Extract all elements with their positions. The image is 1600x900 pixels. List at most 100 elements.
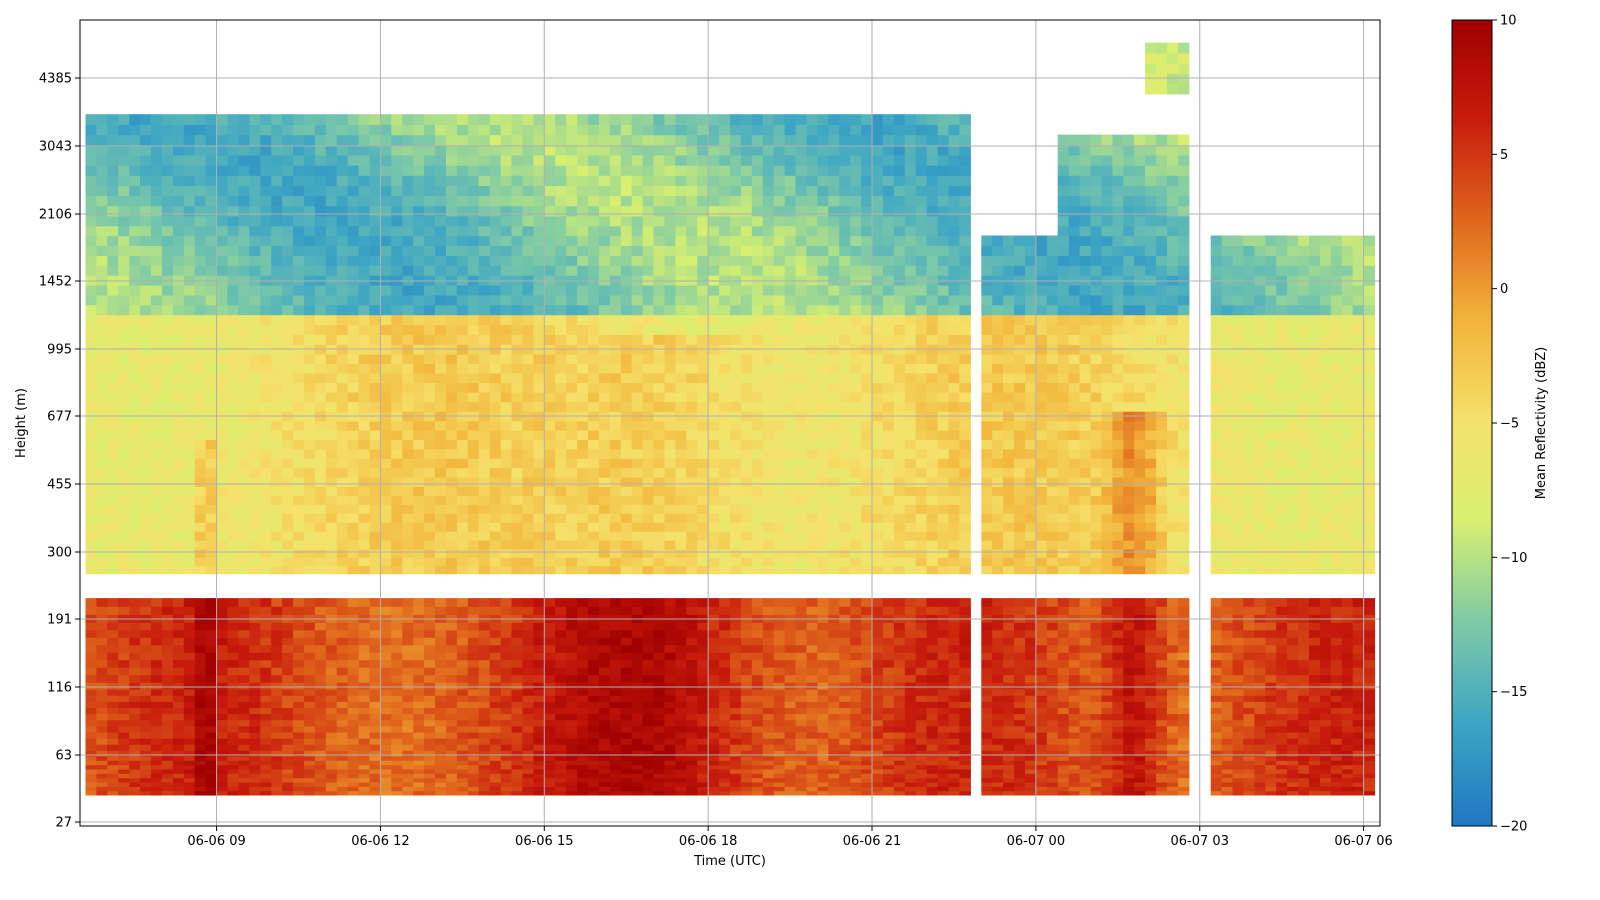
heatmap-cell <box>1156 682 1168 690</box>
heatmap-cell <box>566 531 578 541</box>
heatmap-cell <box>413 707 425 715</box>
heatmap-cell <box>730 764 742 770</box>
heatmap-cell <box>347 644 360 653</box>
heatmap-cell <box>762 667 775 676</box>
heatmap-cell <box>795 513 807 523</box>
heatmap-cell <box>893 786 906 792</box>
heatmap-cell <box>664 504 676 514</box>
heatmap-cell <box>1177 674 1190 683</box>
heatmap-cell <box>1298 777 1310 783</box>
heatmap-cell <box>402 486 414 496</box>
heatmap-cell <box>260 557 272 567</box>
heatmap-cell <box>577 606 589 615</box>
heatmap-cell <box>653 689 665 696</box>
heatmap-cell <box>1156 540 1168 550</box>
heatmap-cell <box>915 725 928 733</box>
heatmap-cell <box>1309 719 1321 727</box>
heatmap-cell <box>391 637 403 646</box>
heatmap-cell <box>1068 513 1081 523</box>
heatmap-cell <box>107 652 119 661</box>
heatmap-cell <box>1319 719 1332 727</box>
heatmap-cell <box>424 486 436 496</box>
heatmap-cell <box>282 773 294 779</box>
heatmap-cell <box>1112 750 1124 757</box>
heatmap-cell <box>1090 719 1102 727</box>
heatmap-cell <box>511 504 523 514</box>
heatmap-cell <box>413 750 425 757</box>
heatmap-cell <box>1221 782 1234 787</box>
heatmap-cell <box>751 504 764 514</box>
heatmap-cell <box>1145 598 1157 607</box>
heatmap-cell <box>293 707 305 715</box>
heatmap-cell <box>413 725 425 733</box>
heatmap-cell <box>435 707 447 715</box>
heatmap-cell <box>904 522 917 532</box>
heatmap-cell <box>358 755 371 761</box>
heatmap-cell <box>358 644 371 653</box>
heatmap-cell <box>303 531 316 541</box>
heatmap-cell <box>937 695 950 702</box>
heatmap-cell <box>380 725 392 733</box>
heatmap-cell <box>96 513 108 523</box>
heatmap-cell <box>697 755 709 761</box>
heatmap-cell <box>402 629 414 638</box>
heatmap-cell <box>1298 760 1310 766</box>
heatmap-cell <box>1167 744 1179 751</box>
heatmap-cell <box>817 695 829 702</box>
heatmap-cell <box>631 606 644 615</box>
heatmap-cell <box>172 725 185 733</box>
heatmap-cell <box>1287 659 1299 668</box>
heatmap-cell <box>1123 477 1135 487</box>
heatmap-cell <box>653 598 665 607</box>
heatmap-cell <box>347 760 360 766</box>
heatmap-cell <box>937 689 950 696</box>
heatmap-cell <box>675 773 687 779</box>
heatmap-cell <box>369 701 381 708</box>
heatmap-cell <box>1363 644 1376 653</box>
heatmap-cell <box>588 606 600 615</box>
heatmap-cell <box>1210 477 1223 487</box>
heatmap-cell <box>129 622 141 631</box>
heatmap-cell <box>336 786 349 792</box>
heatmap-cell <box>751 786 764 792</box>
heatmap-cell <box>937 768 950 774</box>
heatmap-cell <box>456 760 469 766</box>
heatmap-cell <box>478 565 491 575</box>
heatmap-cell <box>566 522 578 532</box>
heatmap-cell <box>904 782 917 787</box>
heatmap-cell <box>839 504 851 514</box>
heatmap-cell <box>118 707 130 715</box>
heatmap-cell <box>1035 707 1048 715</box>
heatmap-cell <box>926 495 939 505</box>
heatmap-cell <box>533 725 545 733</box>
heatmap-cell <box>500 777 513 783</box>
heatmap-cell <box>129 513 141 523</box>
heatmap-cell <box>1309 773 1321 779</box>
heatmap-cell <box>183 652 196 661</box>
heatmap-cell <box>522 707 534 715</box>
heatmap-cell <box>981 667 993 676</box>
heatmap-cell <box>664 731 676 739</box>
heatmap-cell <box>861 629 873 638</box>
heatmap-cell <box>129 682 141 690</box>
heatmap-cell <box>1079 598 1092 607</box>
heatmap-cell <box>435 540 447 550</box>
heatmap-cell <box>282 652 294 661</box>
heatmap-cell <box>686 557 698 567</box>
heatmap-cell <box>598 744 611 751</box>
heatmap-cell <box>271 707 283 715</box>
heatmap-cell <box>850 513 862 523</box>
heatmap-cell <box>282 782 294 787</box>
heatmap-cell <box>380 486 392 496</box>
heatmap-cell <box>205 768 218 774</box>
heatmap-cell <box>1254 531 1266 541</box>
heatmap-cell <box>1025 682 1037 690</box>
heatmap-cell <box>172 659 185 668</box>
heatmap-cell <box>850 667 862 676</box>
heatmap-cell <box>544 637 556 646</box>
heatmap-cell <box>1014 755 1026 761</box>
heatmap-cell <box>675 755 687 761</box>
heatmap-cell <box>795 598 807 607</box>
heatmap-cell <box>555 606 567 615</box>
heatmap-cell <box>1265 695 1277 702</box>
